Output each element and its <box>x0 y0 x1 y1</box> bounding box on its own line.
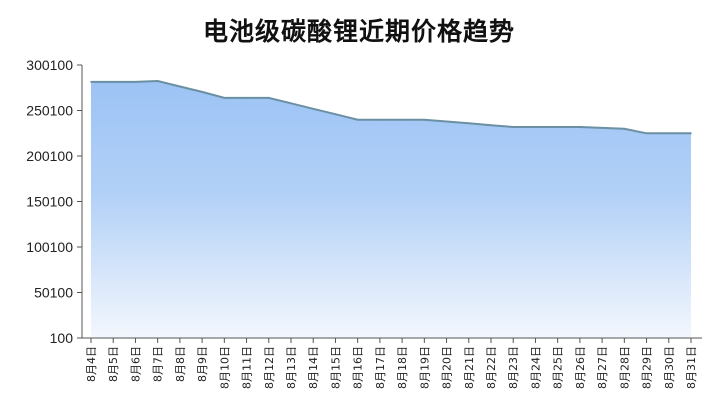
price-area <box>91 81 691 338</box>
x-tick-label: 8月31日 <box>685 346 698 389</box>
x-tick-label: 8月6日 <box>129 346 142 382</box>
y-tick-label: 50100 <box>34 285 73 301</box>
y-tick-label: 100100 <box>26 239 73 255</box>
x-tick-label: 8月22日 <box>485 346 498 389</box>
data-point <box>467 122 470 125</box>
x-tick-label: 8月14日 <box>307 346 320 389</box>
data-point <box>245 97 248 99</box>
x-tick-label: 8月4日 <box>85 346 98 382</box>
data-point <box>445 120 448 123</box>
data-point <box>623 127 626 130</box>
data-point <box>534 126 537 128</box>
data-point <box>156 80 159 82</box>
data-point <box>423 118 426 121</box>
y-tick-label: 250100 <box>26 103 73 119</box>
data-point <box>690 132 692 135</box>
x-tick-label: 8月28日 <box>618 346 631 389</box>
y-tick-label: 300100 <box>26 57 73 73</box>
x-tick-label: 8月10日 <box>218 346 231 389</box>
x-tick-label: 8月25日 <box>552 346 565 389</box>
x-tick-label: 8月19日 <box>418 346 431 389</box>
x-tick-label: 8月11日 <box>241 346 254 389</box>
x-tick-label: 8月18日 <box>396 346 409 389</box>
chart-title: 电池级碳酸锂近期价格趋势 <box>202 17 515 46</box>
data-point <box>312 107 315 110</box>
data-point <box>645 132 648 135</box>
x-tick-label: 8月17日 <box>374 346 387 389</box>
x-tick-label: 8月9日 <box>196 346 209 382</box>
data-point <box>379 118 381 121</box>
data-point <box>179 85 181 88</box>
data-point <box>356 118 359 121</box>
x-tick-label: 8月26日 <box>574 346 587 389</box>
x-tick-label: 8月12日 <box>263 346 276 389</box>
x-tick-label: 8月30日 <box>663 346 676 389</box>
y-tick-label: 150100 <box>26 194 73 210</box>
x-tick-label: 8月24日 <box>529 346 542 389</box>
y-tick-label: 100 <box>50 330 74 346</box>
data-point <box>267 97 270 99</box>
data-point <box>290 102 292 105</box>
data-point <box>334 113 337 116</box>
price-line <box>91 79 691 135</box>
x-tick-label: 8月13日 <box>285 346 298 389</box>
x-tick-label: 8月7日 <box>152 346 165 382</box>
data-point <box>401 118 403 121</box>
data-point <box>223 97 226 99</box>
x-tick-label: 8月23日 <box>507 346 520 389</box>
x-tick-label: 8月16日 <box>352 346 365 389</box>
x-tick-label: 8月20日 <box>441 346 454 389</box>
x-tick-label: 8月29日 <box>641 346 654 389</box>
data-point <box>112 81 115 83</box>
data-point <box>601 127 603 129</box>
y-tick-label: 200100 <box>26 148 73 164</box>
x-tick-label: 8月5日 <box>107 346 120 382</box>
data-point <box>556 126 559 128</box>
x-tick-label: 8月15日 <box>329 346 342 389</box>
x-tick-label: 8月27日 <box>596 346 609 389</box>
data-point <box>667 132 670 135</box>
data-point <box>579 126 581 128</box>
data-point <box>201 91 203 93</box>
data-point <box>490 124 492 126</box>
data-point <box>512 126 515 128</box>
data-point <box>134 81 137 83</box>
data-point <box>90 81 92 83</box>
x-tick-label: 8月8日 <box>174 346 187 382</box>
x-tick-label: 8月21日 <box>463 346 476 389</box>
